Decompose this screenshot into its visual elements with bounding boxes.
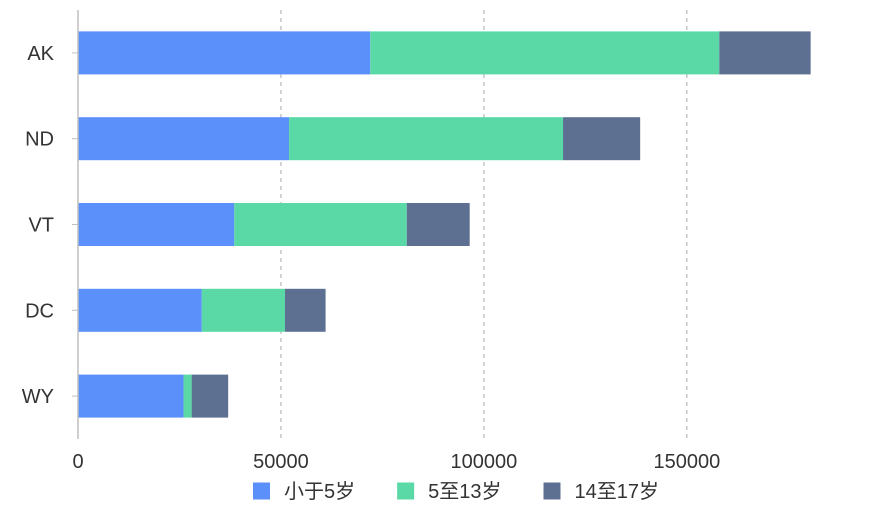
- legend: 小于5岁 5至13岁 14至17岁: [253, 480, 659, 503]
- bar-WY-series-1[interactable]: [78, 374, 184, 418]
- bar-DC-series-1[interactable]: [78, 288, 202, 332]
- x-tick-label-0: 0: [72, 451, 83, 473]
- category-label-ND: ND: [25, 129, 54, 151]
- bar-ND-series-1[interactable]: [78, 117, 290, 161]
- legend-swatch-3[interactable]: [543, 482, 561, 500]
- x-tick-label-150000: 150000: [653, 451, 720, 473]
- bar-VT-series-1[interactable]: [78, 203, 235, 246]
- bars-layer: [78, 31, 811, 418]
- bar-VT-series-2[interactable]: [234, 203, 407, 246]
- category-label-DC: DC: [25, 300, 54, 322]
- bar-WY-series-3[interactable]: [191, 374, 229, 418]
- bar-WY-series-2[interactable]: [183, 374, 192, 418]
- bar-AK-series-3[interactable]: [719, 31, 811, 75]
- bar-AK-series-1[interactable]: [78, 31, 371, 75]
- legend-swatch-2[interactable]: [397, 482, 415, 500]
- x-tick-label-100000: 100000: [451, 451, 518, 473]
- bar-AK-series-2[interactable]: [370, 31, 720, 75]
- axis-layer: [72, 10, 79, 439]
- bar-DC-series-3[interactable]: [285, 288, 326, 332]
- legend-label-2[interactable]: 5至13岁: [428, 480, 501, 503]
- bar-ND-series-3[interactable]: [563, 117, 641, 161]
- bar-VT-series-3[interactable]: [406, 203, 470, 246]
- category-label-VT: VT: [28, 215, 54, 237]
- bar-ND-series-2[interactable]: [289, 117, 564, 161]
- bar-DC-series-2[interactable]: [201, 288, 286, 332]
- legend-label-1[interactable]: 小于5岁: [284, 480, 355, 503]
- tick-labels-layer: AK ND VT DC WY 0 50000 100000 150000: [22, 43, 720, 473]
- legend-swatch-1[interactable]: [253, 482, 271, 500]
- category-label-AK: AK: [27, 43, 54, 65]
- x-tick-label-50000: 50000: [253, 451, 309, 473]
- category-label-WY: WY: [22, 386, 54, 408]
- legend-label-3[interactable]: 14至17岁: [575, 480, 660, 503]
